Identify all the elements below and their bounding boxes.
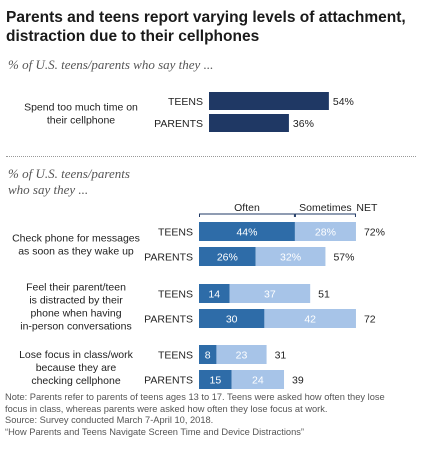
sometimes-label-teens: 23 bbox=[236, 350, 248, 362]
section-divider bbox=[6, 156, 416, 157]
net-label-parents: 39 bbox=[292, 375, 304, 387]
row-label-teens: TEENS bbox=[158, 227, 193, 239]
chart-svg: Spend too much time on their cellphone TEE… bbox=[12, 92, 385, 389]
row-label-teens: TEENS bbox=[158, 350, 193, 362]
bar-often-teens bbox=[199, 345, 217, 364]
bar-often-teens bbox=[199, 222, 295, 241]
bar-often-teens bbox=[199, 284, 230, 303]
row-label-parents: PARENTS bbox=[144, 375, 193, 387]
net-label-teens: 31 bbox=[275, 350, 287, 362]
chart-1-group-label: Spend too much time on their cellphone bbox=[24, 102, 138, 127]
net-label-teens: 51 bbox=[318, 289, 330, 301]
often-label-parents: 26% bbox=[217, 252, 238, 264]
chart-1-subtitle: % of U.S. teens/parents who say they ... bbox=[8, 57, 214, 72]
bar-often-parents bbox=[199, 370, 232, 389]
legend-often: Often bbox=[234, 202, 260, 214]
often-label-teens: 8 bbox=[205, 350, 211, 362]
bar-teens bbox=[209, 92, 329, 110]
row-label-parents: PARENTS bbox=[144, 252, 193, 264]
bar-often-parents bbox=[199, 247, 256, 266]
bracket-often bbox=[199, 213, 295, 217]
often-label-parents: 15 bbox=[210, 375, 222, 387]
note-line-1: Note: Parents refer to parents of teens … bbox=[5, 392, 385, 402]
row-label-teens: TEENS bbox=[168, 96, 203, 108]
net-label-parents: 57% bbox=[333, 252, 354, 264]
chart-2-group-label-3: Lose focus in class/work because they are… bbox=[19, 349, 134, 387]
value-label-parents: 36% bbox=[293, 118, 314, 130]
bar-sometimes-teens bbox=[216, 345, 267, 364]
chart-title: Parents and teens report varying levels … bbox=[6, 9, 406, 45]
notes: Note: Parents refer to parents of teens … bbox=[5, 392, 419, 438]
row-label-parents: PARENTS bbox=[154, 118, 203, 130]
bar-sometimes-parents bbox=[231, 370, 285, 389]
sometimes-label-parents: 42 bbox=[304, 314, 316, 326]
often-label-teens: 44% bbox=[236, 227, 257, 239]
row-label-parents: PARENTS bbox=[144, 314, 193, 326]
bracket-sometimes bbox=[294, 213, 356, 217]
note-line-4: “How Parents and Teens Navigate Screen T… bbox=[5, 426, 305, 437]
note-line-2: focus in class, whereas parents were ask… bbox=[5, 403, 328, 414]
note-line-3: Source: Survey conducted March 7-April 1… bbox=[5, 415, 214, 426]
bar-parents bbox=[209, 114, 289, 132]
bar-often-parents bbox=[199, 309, 265, 328]
bar-sometimes-teens bbox=[294, 222, 356, 241]
sometimes-label-parents: 32% bbox=[280, 252, 301, 264]
legend-net: NET bbox=[356, 202, 378, 214]
net-label-teens: 72% bbox=[364, 227, 385, 239]
chart-2-subtitle: % of U.S. teens/parents who say they ... bbox=[8, 166, 130, 197]
sometimes-label-parents: 24 bbox=[252, 375, 264, 387]
chart-2-group-label-1: Check phone for messages as soon as they … bbox=[12, 233, 140, 258]
bar-sometimes-parents bbox=[255, 247, 326, 266]
sometimes-label-teens: 37 bbox=[264, 289, 276, 301]
chart-2-group-label-2: Feel their parent/teen is distracted by t… bbox=[20, 282, 131, 333]
often-label-parents: 30 bbox=[226, 314, 238, 326]
sometimes-label-teens: 28% bbox=[315, 227, 336, 239]
often-label-teens: 14 bbox=[208, 289, 220, 301]
value-label-teens: 54% bbox=[333, 96, 354, 108]
bar-sometimes-teens bbox=[229, 284, 311, 303]
row-label-teens: TEENS bbox=[158, 289, 193, 301]
bar-sometimes-parents bbox=[264, 309, 356, 328]
net-label-parents: 72 bbox=[364, 314, 376, 326]
legend-sometimes: Sometimes bbox=[299, 202, 352, 214]
